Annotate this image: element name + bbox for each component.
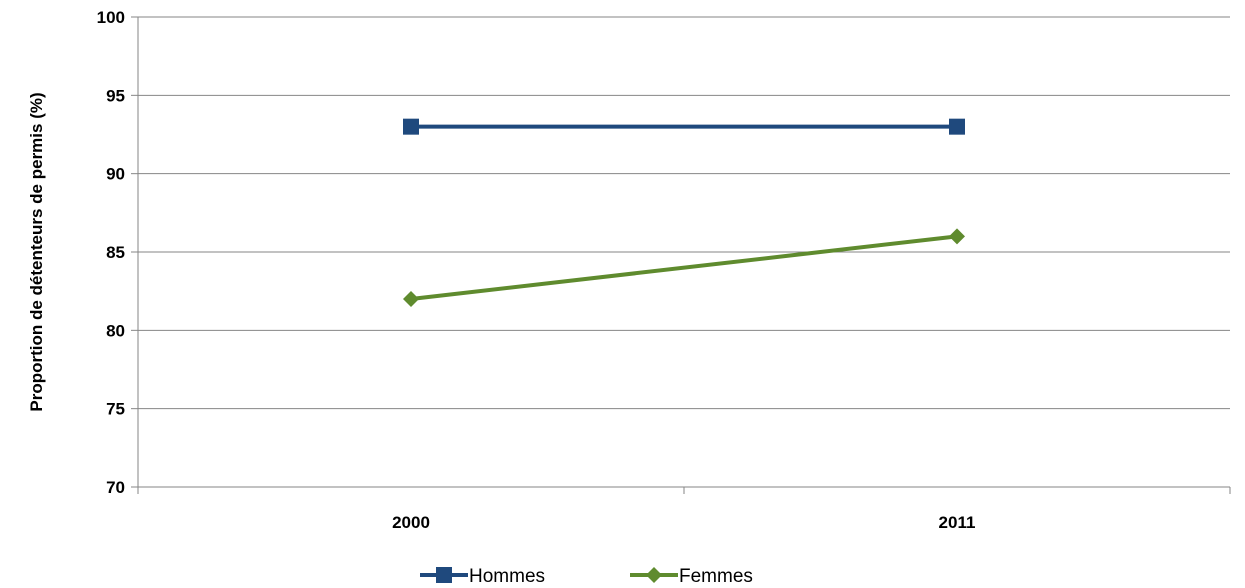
legend-item-hommes: Hommes bbox=[420, 566, 545, 587]
series bbox=[403, 118, 965, 307]
axes bbox=[131, 16, 1231, 494]
y-tick-label: 70 bbox=[106, 478, 125, 497]
data-point bbox=[949, 118, 965, 135]
legend-marker bbox=[436, 567, 452, 583]
y-tick-label: 75 bbox=[106, 400, 125, 419]
data-point bbox=[403, 118, 419, 135]
y-tick-label: 95 bbox=[106, 86, 125, 105]
y-tick-labels: 70 75 80 85 90 95 100 bbox=[97, 8, 125, 497]
y-tick-label: 90 bbox=[106, 165, 125, 184]
y-tick-label: 80 bbox=[106, 321, 125, 340]
data-point bbox=[949, 228, 965, 245]
legend-marker bbox=[646, 567, 662, 583]
y-tick-label: 100 bbox=[97, 8, 125, 27]
x-tick-label: 2011 bbox=[939, 513, 976, 532]
legend-label: Femmes bbox=[679, 566, 753, 587]
x-tick-label: 2000 bbox=[392, 513, 430, 532]
legend-label: Hommes bbox=[469, 566, 545, 587]
legend: Hommes Femmes bbox=[420, 566, 753, 587]
x-tick-labels: 2000 2011 bbox=[392, 513, 975, 532]
series-line bbox=[410, 234, 958, 301]
series-femmes bbox=[403, 228, 965, 307]
legend-item-femmes: Femmes bbox=[630, 566, 753, 587]
gridlines bbox=[138, 16, 1230, 410]
y-tick-label: 85 bbox=[106, 243, 125, 262]
series-hommes bbox=[403, 118, 965, 135]
data-point bbox=[403, 291, 419, 307]
y-axis-label: Proportion de détenteurs de permis (%) bbox=[27, 92, 46, 411]
